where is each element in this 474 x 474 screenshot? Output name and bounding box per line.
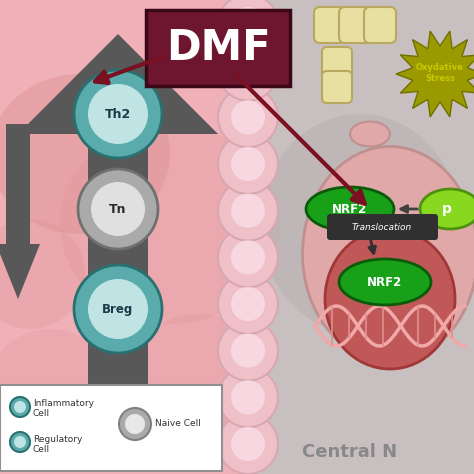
Text: Cell: Cell [33,410,50,419]
Ellipse shape [306,187,394,231]
Polygon shape [396,31,474,117]
Text: Stress: Stress [425,73,455,82]
Circle shape [231,7,265,41]
Circle shape [74,70,162,158]
Circle shape [231,54,265,88]
Circle shape [218,0,278,54]
FancyBboxPatch shape [339,7,371,43]
Circle shape [218,274,278,334]
FancyBboxPatch shape [314,7,346,43]
Bar [245,0,474,474]
Ellipse shape [350,121,390,146]
Ellipse shape [339,259,431,305]
Text: Oxydative: Oxydative [416,63,464,72]
Circle shape [74,265,162,353]
Text: p: p [442,202,452,216]
Circle shape [125,414,145,434]
Circle shape [231,427,265,461]
Circle shape [231,380,265,414]
Ellipse shape [310,184,470,364]
Ellipse shape [0,219,85,329]
Circle shape [218,87,278,147]
Ellipse shape [0,74,170,234]
Text: Regulatory: Regulatory [33,435,82,444]
Circle shape [218,414,278,474]
Text: Cell: Cell [33,445,50,454]
Text: DMF: DMF [166,27,270,69]
Circle shape [10,432,30,452]
FancyBboxPatch shape [322,71,352,103]
FancyBboxPatch shape [0,385,222,471]
Text: Naive Cell: Naive Cell [155,419,201,428]
Ellipse shape [302,146,474,362]
Circle shape [231,194,265,228]
Circle shape [218,181,278,241]
Ellipse shape [0,329,110,439]
Text: NRF2: NRF2 [367,275,402,289]
Circle shape [78,169,158,249]
Text: Tn: Tn [109,202,127,216]
Text: Central N: Central N [302,443,397,461]
Text: Inflammatory: Inflammatory [33,400,94,409]
Text: NRF2: NRF2 [332,202,368,216]
Circle shape [218,321,278,381]
Text: Breg: Breg [102,302,134,316]
Circle shape [119,408,151,440]
Circle shape [14,401,26,413]
Ellipse shape [130,314,270,434]
Ellipse shape [60,124,280,324]
Circle shape [218,367,278,428]
FancyBboxPatch shape [146,10,290,86]
Circle shape [10,397,30,417]
Text: Th2: Th2 [105,108,131,120]
Polygon shape [0,124,40,299]
FancyBboxPatch shape [327,214,438,240]
Polygon shape [18,34,218,394]
Bar [0,0,245,474]
FancyBboxPatch shape [364,7,396,43]
Circle shape [231,240,265,274]
FancyBboxPatch shape [322,47,352,79]
Circle shape [231,287,265,321]
Circle shape [218,228,278,287]
Circle shape [231,100,265,134]
Circle shape [91,182,145,236]
Ellipse shape [420,189,474,229]
Circle shape [88,279,148,339]
Circle shape [231,334,265,368]
Text: Translocation: Translocation [352,222,412,231]
Circle shape [231,147,265,181]
Circle shape [218,41,278,100]
Circle shape [88,84,148,144]
Circle shape [218,134,278,194]
Circle shape [14,436,26,448]
Ellipse shape [260,114,460,334]
Ellipse shape [325,229,455,369]
